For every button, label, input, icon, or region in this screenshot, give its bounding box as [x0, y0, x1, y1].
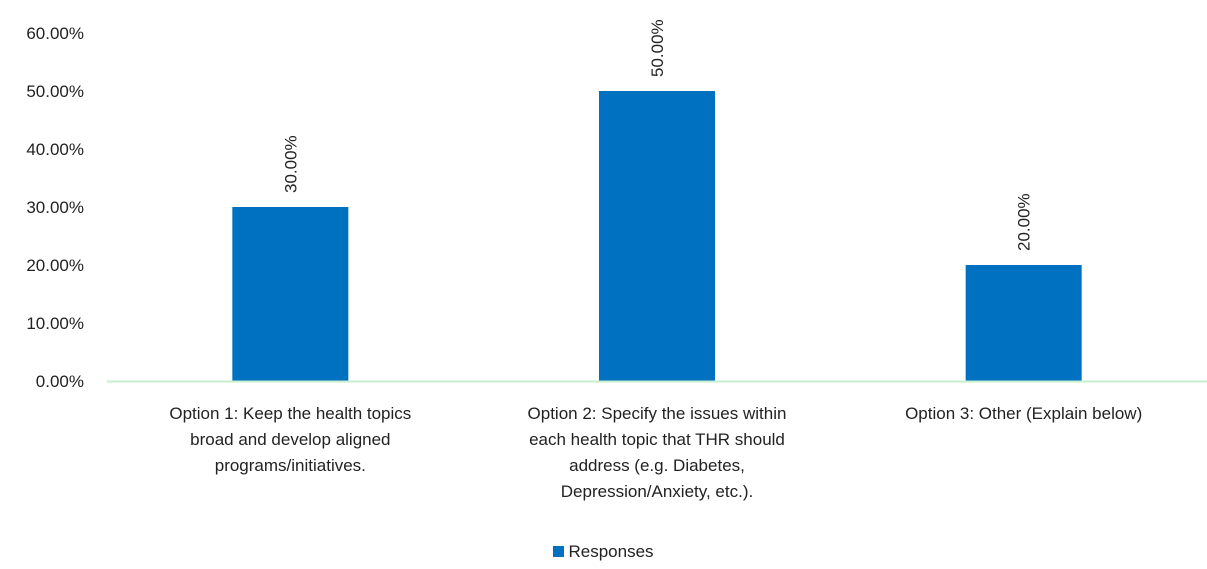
y-tick-label: 50.00% [26, 82, 84, 101]
category-label-line: broad and develop aligned [190, 430, 391, 449]
y-tick-label: 30.00% [26, 198, 84, 217]
legend-label: Responses [568, 542, 654, 561]
category-label: Option 3: Other (Explain below) [859, 401, 1189, 427]
data-label: 20.00% [1015, 193, 1034, 251]
category-label-line: programs/initiatives. [214, 456, 366, 475]
category-label-line: Option 2: Specify the issues within [527, 404, 787, 423]
y-tick-label: 10.00% [26, 314, 84, 333]
data-label: 30.00% [281, 135, 300, 193]
bar [965, 265, 1082, 381]
y-tick-label: 20.00% [26, 256, 84, 275]
bar [599, 91, 715, 381]
legend: Responses [0, 542, 1207, 562]
legend-swatch [553, 546, 565, 557]
category-label: Option 1: Keep the health topics broad an… [125, 401, 455, 479]
category-label-line: address (e.g. Diabetes, [569, 456, 745, 475]
y-tick-label: 0.00% [36, 372, 84, 391]
y-tick-label: 40.00% [26, 140, 84, 159]
category-label-line: Option 3: Other (Explain below) [905, 404, 1143, 423]
category-label-line: each health topic that THR should [529, 430, 785, 449]
y-tick-label: 60.00% [26, 24, 84, 43]
bar [232, 207, 349, 381]
category-label-line: Depression/Anxiety, etc.). [560, 482, 754, 501]
data-label: 50.00% [648, 19, 667, 77]
category-label-line: Option 1: Keep the health topics [169, 404, 412, 423]
category-label: Option 2: Specify the issues within each … [492, 401, 822, 505]
